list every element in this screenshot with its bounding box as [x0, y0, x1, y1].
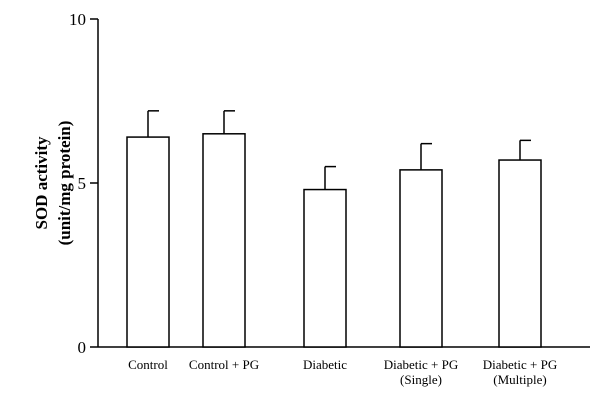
- bars: [126, 133, 542, 348]
- x-category-label: Control + PG: [189, 357, 259, 372]
- y-axis-label-line: (unit/mg protein): [55, 121, 74, 246]
- y-tick-label: 5: [78, 174, 87, 193]
- bar: [303, 188, 347, 348]
- x-category-label: (Multiple): [493, 372, 546, 387]
- x-category-label: Diabetic: [303, 357, 347, 372]
- x-labels: Control Control + PG Diabetic Diabetic + PG…: [128, 357, 557, 387]
- bar: [202, 133, 246, 348]
- bar: [498, 159, 542, 348]
- y-axis-label: SOD activity (unit/mg protein): [32, 121, 74, 246]
- x-category-label: Diabetic + PG: [483, 357, 557, 372]
- error-bars: [147, 110, 531, 190]
- x-category-label: Control: [128, 357, 168, 372]
- bar: [399, 169, 443, 348]
- x-category-label: Diabetic + PG: [384, 357, 458, 372]
- x-category-label: (Single): [400, 372, 442, 387]
- y-ticks: 0 5 10: [69, 10, 98, 357]
- y-axis-label-line: SOD activity: [32, 136, 51, 230]
- y-tick-label: 10: [69, 10, 86, 29]
- y-tick-label: 0: [78, 338, 87, 357]
- bar: [126, 136, 170, 348]
